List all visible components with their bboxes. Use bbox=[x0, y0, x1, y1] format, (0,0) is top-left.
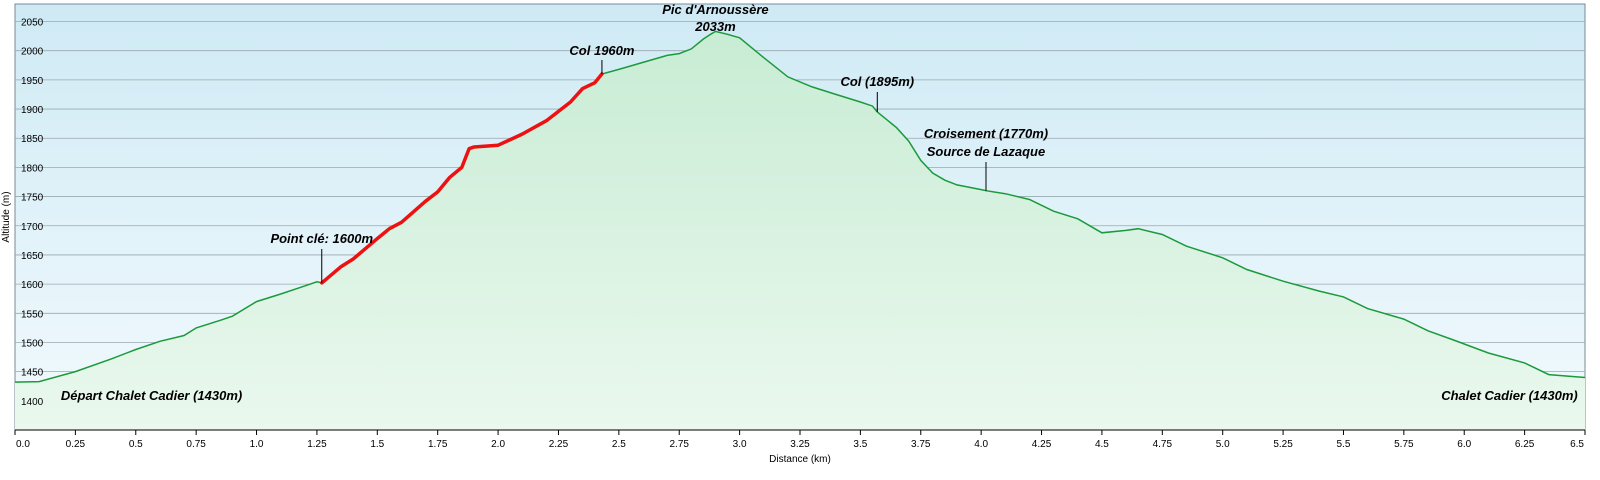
x-tick-label: 0.75 bbox=[186, 439, 206, 450]
x-tick-label: 2.25 bbox=[549, 439, 569, 450]
y-tick-label: 1750 bbox=[21, 193, 44, 204]
x-tick-label: 0.0 bbox=[16, 439, 30, 450]
x-axis-ticks: 0.0 0.25 0.5 0.75 1.0 1.25 1.5 1.75 2.0 2.25 2.5 2.… bbox=[14, 430, 1586, 450]
x-tick-label: 0.5 bbox=[129, 439, 143, 450]
annotation-label: Pic d'Arnoussère bbox=[662, 2, 768, 17]
x-tick-label: 2.5 bbox=[612, 439, 626, 450]
x-tick-label: 5.5 bbox=[1337, 439, 1351, 450]
y-tick-label: 1800 bbox=[21, 163, 44, 174]
annotation-label: Point clé: 1600m bbox=[270, 231, 373, 246]
x-tick-label: 1.0 bbox=[250, 439, 264, 450]
x-tick-label: 3.75 bbox=[911, 439, 931, 450]
x-tick-label: 3.25 bbox=[790, 439, 810, 450]
y-tick-label: 1850 bbox=[21, 134, 44, 145]
x-tick-label: 1.25 bbox=[307, 439, 327, 450]
y-axis-label: Altitude (m) bbox=[1, 191, 12, 242]
x-tick-label: 6.0 bbox=[1457, 439, 1471, 450]
annotation-label: Chalet Cadier (1430m) bbox=[1441, 388, 1578, 403]
annotation-label: Col (1895m) bbox=[840, 74, 914, 89]
elevation-area-fill bbox=[15, 31, 1585, 431]
x-tick-label: 0.25 bbox=[66, 439, 86, 450]
x-axis-label: Distance (km) bbox=[769, 454, 831, 465]
x-tick-label: 4.5 bbox=[1095, 439, 1109, 450]
y-axis-ticks: 1400 1450 1500 1550 1600 1650 1700 1750 1800 1850… bbox=[21, 18, 44, 408]
y-tick-label: 1550 bbox=[21, 309, 44, 320]
x-tick-label: 5.0 bbox=[1216, 439, 1230, 450]
x-tick-label: 2.75 bbox=[669, 439, 689, 450]
annotation-label: Départ Chalet Cadier (1430m) bbox=[61, 388, 242, 403]
annotation-label: Croisement (1770m) bbox=[924, 126, 1048, 141]
y-tick-label: 1500 bbox=[21, 338, 44, 349]
annotation-label: Col 1960m bbox=[569, 43, 634, 58]
x-tick-label: 6.5 bbox=[1570, 439, 1584, 450]
x-tick-label: 2.0 bbox=[491, 439, 505, 450]
x-tick-label: 4.0 bbox=[974, 439, 988, 450]
x-tick-label: 5.75 bbox=[1394, 439, 1414, 450]
annotation-sublabel: 2033m bbox=[694, 19, 736, 34]
x-tick-label: 1.75 bbox=[428, 439, 448, 450]
difficult-section-line bbox=[320, 72, 604, 285]
y-tick-label: 1700 bbox=[21, 222, 44, 233]
x-tick-label: 5.25 bbox=[1273, 439, 1293, 450]
x-tick-label: 4.25 bbox=[1032, 439, 1052, 450]
y-tick-label: 2000 bbox=[21, 47, 44, 58]
annotation-sublabel: Source de Lazaque bbox=[927, 144, 1045, 159]
x-tick-label: 3.0 bbox=[733, 439, 747, 450]
annotation-leaders bbox=[321, 60, 987, 283]
y-tick-label: 2050 bbox=[21, 18, 44, 29]
y-tick-label: 1650 bbox=[21, 251, 44, 262]
x-tick-label: 1.5 bbox=[370, 439, 384, 450]
y-tick-label: 1600 bbox=[21, 280, 44, 291]
y-tick-label: 1400 bbox=[21, 397, 44, 408]
y-tick-label: 1450 bbox=[21, 368, 44, 379]
y-tick-label: 1950 bbox=[21, 76, 44, 87]
annotations: Pic d'Arnoussère 2033m Col 1960m Col (1895m… bbox=[61, 2, 1578, 403]
elevation-profile-line bbox=[14, 30, 1586, 383]
x-tick-label: 4.75 bbox=[1153, 439, 1173, 450]
x-tick-label: 6.25 bbox=[1515, 439, 1535, 450]
x-tick-label: 3.5 bbox=[853, 439, 867, 450]
y-tick-label: 1900 bbox=[21, 105, 44, 116]
